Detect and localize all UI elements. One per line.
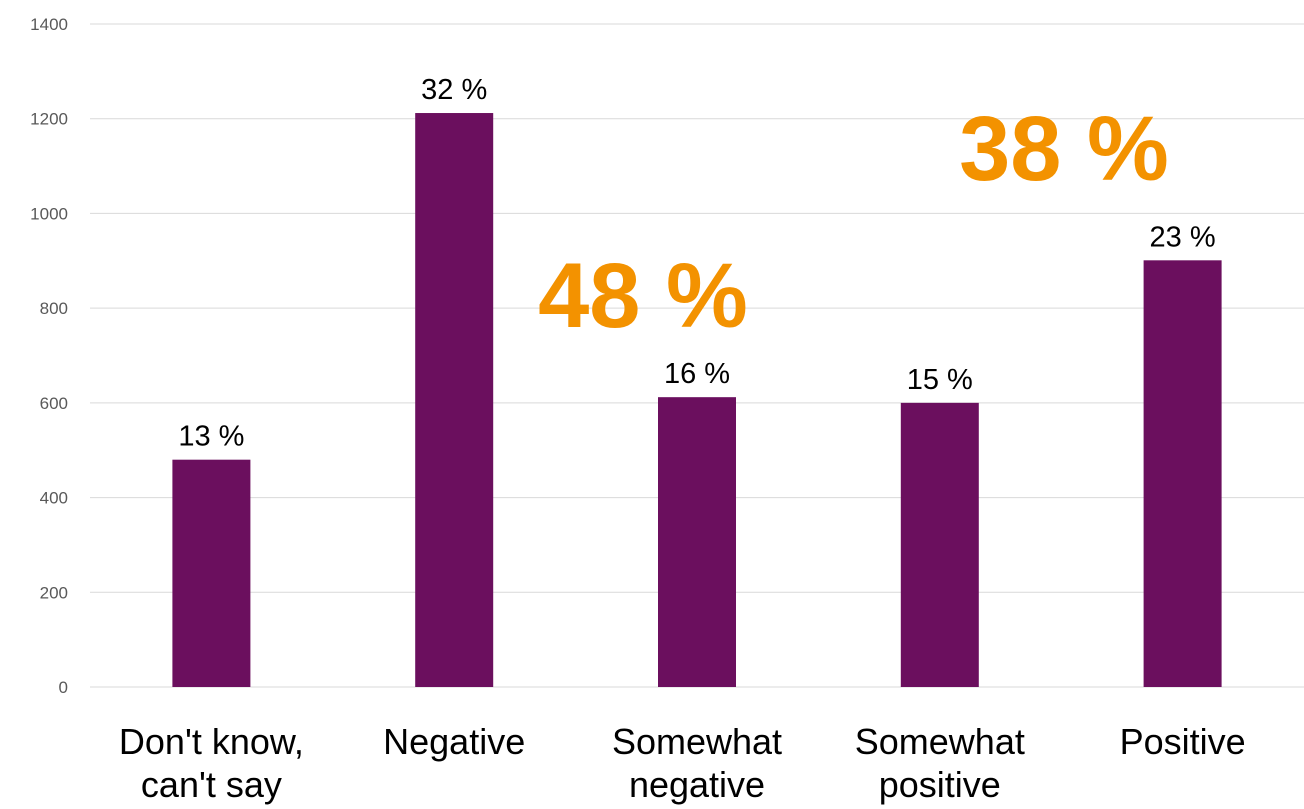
x-tick-label: can't say — [141, 764, 282, 805]
y-tick-label: 800 — [40, 299, 68, 318]
bar — [415, 113, 494, 687]
y-axis-ticks: 0 200 400 600 800 1000 1200 1400 — [30, 15, 68, 697]
x-tick-label: Negative — [383, 721, 525, 762]
x-tick-label: positive — [879, 764, 1001, 805]
y-tick-label: 400 — [40, 489, 68, 508]
y-tick-label: 1000 — [30, 204, 68, 223]
bar — [172, 459, 251, 687]
y-tick-label: 1400 — [30, 15, 68, 34]
x-tick-label: Somewhat — [612, 721, 782, 762]
data-label: 13 % — [178, 421, 244, 453]
x-tick-label: negative — [629, 764, 765, 805]
data-label: 16 % — [664, 358, 730, 390]
data-labels: 13 % 32 % 16 % 15 % 23 % — [178, 74, 1215, 453]
x-tick-label: Don't know, — [119, 721, 304, 762]
bars — [172, 113, 1222, 687]
y-tick-label: 1200 — [30, 110, 68, 129]
bar — [658, 397, 736, 687]
bar — [900, 402, 979, 687]
negative-group-total-label: 48 % — [538, 245, 748, 347]
y-tick-label: 600 — [40, 394, 68, 413]
data-label: 23 % — [1150, 221, 1216, 253]
data-label: 15 % — [907, 364, 973, 396]
bar — [1143, 260, 1222, 687]
positive-group-total-label: 38 % — [959, 98, 1169, 200]
x-tick-label: Somewhat — [855, 721, 1025, 762]
data-label: 32 % — [421, 74, 487, 106]
x-tick-label: Positive — [1120, 721, 1246, 762]
y-tick-label: 0 — [59, 678, 68, 697]
y-tick-label: 200 — [40, 583, 68, 602]
